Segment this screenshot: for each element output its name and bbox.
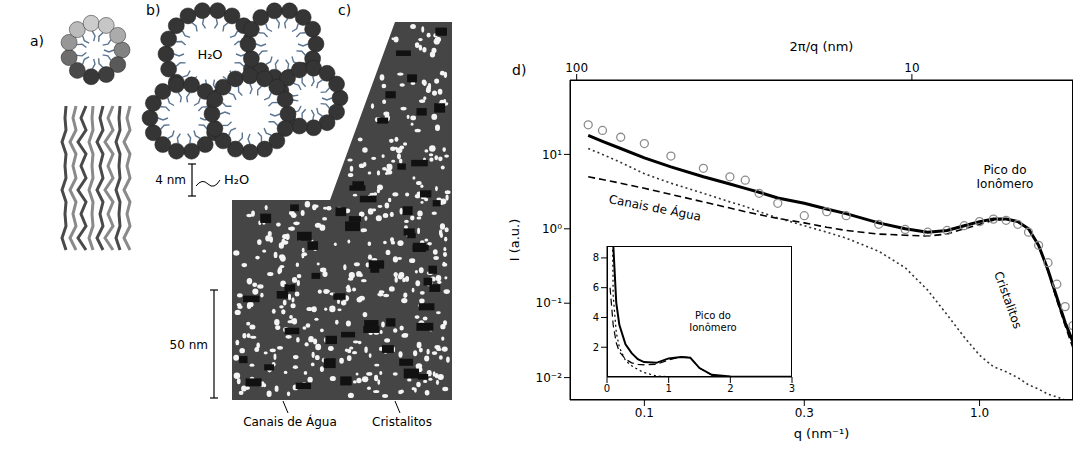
- svg-text:2: 2: [593, 342, 599, 353]
- html-text:Pico do Ionômero: Pico do Ionômero: [689, 310, 737, 333]
- svg-text:H₂O: H₂O: [197, 47, 222, 62]
- html-text:Canais de Água: Canais de Água: [607, 192, 703, 224]
- svg-text:50 nm: 50 nm: [170, 338, 208, 352]
- svg-text:1: 1: [665, 383, 671, 394]
- svg-text:8: 8: [593, 252, 599, 263]
- svg-text:10⁻¹: 10⁻¹: [536, 296, 563, 310]
- svg-text:4 nm: 4 nm: [155, 173, 186, 187]
- svg-text:0.3: 0.3: [795, 406, 814, 420]
- svg-text:10⁰: 10⁰: [542, 222, 562, 236]
- svg-text:q (nm⁻¹): q (nm⁻¹): [794, 426, 850, 441]
- svg-text:6: 6: [593, 282, 599, 293]
- svg-text:Canais de Água: Canais de Água: [243, 414, 337, 429]
- svg-text:a): a): [30, 33, 44, 49]
- svg-text:4: 4: [593, 312, 599, 323]
- html-text:Pico do Ionômero: Pico do Ionômero: [976, 163, 1034, 191]
- svg-text:0: 0: [604, 383, 610, 394]
- html-text:d): d): [512, 62, 527, 78]
- svg-text:I (a.u.): I (a.u.): [507, 219, 522, 262]
- svg-text:H₂O: H₂O: [224, 172, 249, 187]
- svg-text:10⁻²: 10⁻²: [536, 371, 563, 385]
- svg-text:1.0: 1.0: [970, 406, 989, 420]
- svg-text:c): c): [338, 2, 351, 18]
- html-text:Cristalitos: Cristalitos: [991, 269, 1025, 331]
- svg-text:0.1: 0.1: [635, 406, 654, 420]
- svg-text:3: 3: [789, 383, 795, 394]
- svg-text:b): b): [146, 2, 160, 18]
- svg-text:Cristalitos: Cristalitos: [372, 415, 432, 429]
- svg-text:2: 2: [727, 383, 733, 394]
- svg-text:10¹: 10¹: [542, 148, 562, 162]
- svg-text:100: 100: [565, 61, 588, 75]
- svg-text:10: 10: [904, 61, 919, 75]
- svg-text:2π/q (nm): 2π/q (nm): [790, 39, 854, 54]
